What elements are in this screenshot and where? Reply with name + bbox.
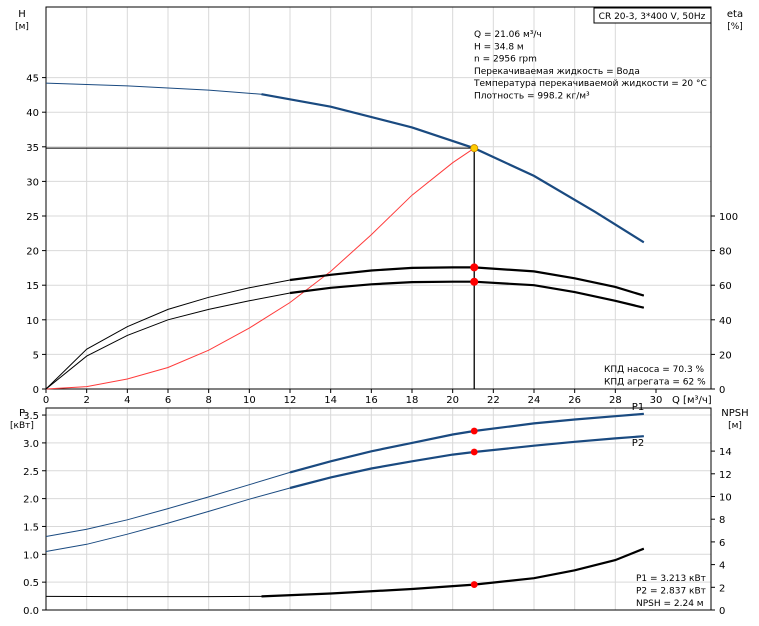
- tick-labels: 0 2 4 6 8 10 12 14 16 18 20 22 24 26 28 300510152025303…: [23, 74, 738, 617]
- axes: [42, 6, 715, 611]
- x-axis-label: Q [м³/ч]: [672, 395, 712, 406]
- top-x-tick-label: 24: [528, 395, 541, 406]
- top-series-line-3: [45, 281, 644, 390]
- efficiency-note: КПД насоса = 70.3 %: [604, 365, 705, 375]
- info-line: H = 34.8 м: [474, 42, 524, 52]
- top-x-tick-label: 0: [43, 395, 49, 406]
- bottom-y-tick-label: 3.0: [23, 439, 39, 450]
- bottom-y-tick-label: 2.5: [23, 467, 39, 478]
- bottom-y2-tick-label: 4: [719, 561, 725, 572]
- top-y2-tick-label: 20: [719, 350, 732, 361]
- series-lines: [45, 82, 645, 598]
- top-x-tick-label: 4: [124, 395, 130, 406]
- top-y-tick-label: 40: [26, 108, 39, 119]
- top-series-thick-2: [289, 266, 645, 297]
- bottom-y2-tick-label: 10: [719, 493, 732, 504]
- bottom-y-tick-label: 0.5: [23, 578, 39, 589]
- info-line: Перекачиваемая жидкость = Вода: [474, 67, 640, 77]
- top-x-tick-label: 20: [446, 395, 459, 406]
- bottom-series-line-1: [45, 435, 644, 552]
- power-note: P1 = 3.213 кВт: [636, 574, 706, 584]
- top-y-tick-label: 20: [26, 247, 39, 258]
- top-plot-frame: [45, 6, 712, 390]
- bottom-plot-frame: [45, 407, 712, 611]
- top-x-tick-label: 22: [487, 395, 500, 406]
- bottom-series-line-2: [45, 548, 644, 598]
- top-x-tick-label: 10: [243, 395, 256, 406]
- duty-point-markers: [470, 144, 479, 588]
- top-y-tick-label: 10: [26, 316, 39, 327]
- top-y-tick-label: 25: [26, 212, 39, 223]
- top-series-thick-3: [289, 280, 645, 309]
- bottom-y2-tick-label: 12: [719, 470, 732, 481]
- top-marker-1: [470, 263, 479, 272]
- top-y2-tick-label: 100: [719, 212, 738, 223]
- bottom-y2-tick-label: 8: [719, 515, 725, 526]
- bottom-series-thick-2: [261, 547, 645, 598]
- top-series-line-0: [45, 82, 645, 243]
- bottom-y-tick-label: 1.0: [23, 550, 39, 561]
- info-line: Плотность = 998.2 кг/м³: [474, 92, 590, 102]
- top-marker-0: [470, 144, 479, 153]
- top-y2-tick-label: 60: [719, 281, 732, 292]
- model-label: CR 20-3, 3*400 V, 50Hz: [599, 12, 706, 22]
- top-y2-label: eta: [727, 9, 743, 20]
- top-y2-tick-label: 0: [719, 385, 725, 396]
- info-box: CR 20-3, 3*400 V, 50Hz Q = 21.06 м³/ч H = …: [473, 7, 712, 609]
- top-x-tick-label: 26: [568, 395, 581, 406]
- bottom-y-tick-label: 0.0: [23, 606, 39, 617]
- top-x-tick-label: 30: [650, 395, 663, 406]
- bottom-y2-label: NPSH: [721, 408, 748, 419]
- top-y-tick-label: 45: [26, 74, 39, 85]
- bottom-y2-label-unit: [м]: [728, 421, 742, 431]
- efficiency-note: КПД агрегата = 62 %: [604, 378, 706, 388]
- top-y-tick-label: 30: [26, 177, 39, 188]
- top-gridlines: [46, 7, 711, 389]
- bottom-y-tick-label: 2.0: [23, 495, 39, 506]
- bottom-series-thick-0: [289, 412, 644, 474]
- bottom-y2-tick-label: 6: [719, 538, 725, 549]
- top-y2-label-unit: [%]: [727, 22, 743, 32]
- bottom-y2-tick-label: 14: [719, 447, 732, 458]
- bottom-y2-tick-label: 2: [719, 583, 725, 594]
- bottom-y-label: P: [19, 408, 25, 419]
- bottom-y-tick-label: 1.5: [23, 522, 39, 533]
- top-marker-2: [470, 277, 479, 286]
- model-box: [593, 7, 712, 24]
- series-label-P1: P1: [632, 402, 644, 413]
- top-x-tick-label: 2: [83, 395, 89, 406]
- top-series-line-1: [45, 147, 475, 390]
- top-y-tick-label: 0: [33, 385, 39, 396]
- top-y-tick-label: 15: [26, 281, 39, 292]
- bottom-y2-tick-label: 0: [719, 606, 725, 617]
- top-x-tick-label: 6: [165, 395, 171, 406]
- power-note: P2 = 2.837 кВт: [636, 587, 706, 597]
- bottom-marker-1: [470, 448, 478, 456]
- bottom-marker-0: [470, 427, 478, 435]
- top-y2-tick-label: 80: [719, 247, 732, 258]
- top-x-tick-label: 16: [365, 395, 378, 406]
- info-line: Температура перекачиваемой жидкости = 20…: [473, 79, 707, 89]
- bottom-y-tick-label: 3.5: [23, 411, 39, 422]
- power-note: NPSH = 2.24 м: [636, 599, 704, 609]
- top-x-tick-label: 18: [406, 395, 419, 406]
- top-y-label-unit: [м]: [15, 22, 29, 32]
- bottom-y-label-unit: [кВт]: [10, 421, 34, 431]
- top-x-tick-label: 12: [284, 395, 297, 406]
- top-y-tick-label: 35: [26, 143, 39, 154]
- axis-labels: H [м] eta [%] Q [м³/ч] P [кВт] NPSH [м] P1 P2: [10, 9, 749, 449]
- bottom-series-thick-1: [289, 435, 644, 490]
- info-line: n = 2956 rpm: [474, 55, 537, 65]
- top-y-tick-label: 5: [33, 350, 39, 361]
- series-label-P2: P2: [632, 438, 644, 449]
- top-x-tick-label: 28: [609, 395, 622, 406]
- top-x-tick-label: 8: [205, 395, 211, 406]
- top-x-tick-label: 14: [324, 395, 337, 406]
- info-line: Q = 21.06 м³/ч: [474, 30, 542, 40]
- top-y-label: H: [18, 9, 26, 20]
- bottom-marker-2: [470, 581, 478, 588]
- top-y2-tick-label: 40: [719, 316, 732, 327]
